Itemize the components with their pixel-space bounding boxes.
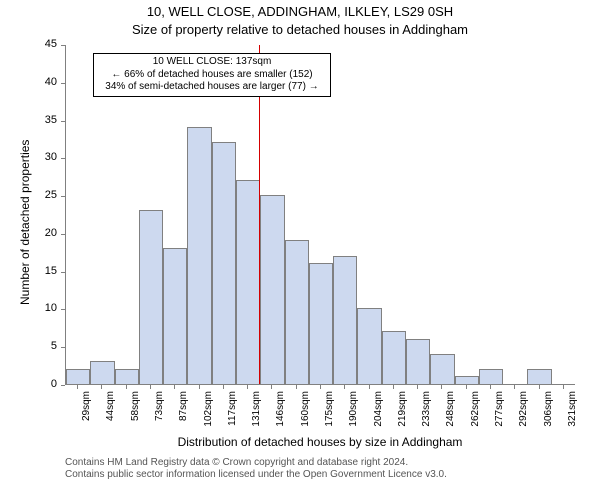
- histogram-bar: [479, 369, 503, 384]
- x-tick-label: 131sqm: [251, 391, 262, 491]
- x-tick-mark: [466, 385, 467, 389]
- y-tick-mark: [61, 309, 65, 310]
- y-tick-label: 45: [0, 38, 57, 50]
- x-tick-mark: [441, 385, 442, 389]
- histogram-bar: [236, 180, 260, 384]
- x-tick-label: 73sqm: [154, 391, 165, 491]
- x-tick-label: 175sqm: [324, 391, 335, 491]
- x-tick-label: 262sqm: [470, 391, 481, 491]
- x-tick-mark: [539, 385, 540, 389]
- x-tick-mark: [296, 385, 297, 389]
- x-tick-mark: [174, 385, 175, 389]
- x-tick-mark: [150, 385, 151, 389]
- x-tick-mark: [369, 385, 370, 389]
- x-tick-mark: [514, 385, 515, 389]
- y-tick-label: 0: [0, 378, 57, 390]
- histogram-bar: [527, 369, 551, 384]
- x-tick-mark: [344, 385, 345, 389]
- histogram-bar: [309, 263, 333, 384]
- x-tick-mark: [563, 385, 564, 389]
- chart-subtitle: Size of property relative to detached ho…: [0, 22, 600, 37]
- x-tick-mark: [223, 385, 224, 389]
- figure: 10, WELL CLOSE, ADDINGHAM, ILKLEY, LS29 …: [0, 0, 600, 500]
- x-tick-label: 248sqm: [445, 391, 456, 491]
- x-tick-label: 233sqm: [421, 391, 432, 491]
- histogram-bar: [260, 195, 284, 384]
- x-tick-mark: [320, 385, 321, 389]
- x-tick-mark: [271, 385, 272, 389]
- y-tick-mark: [61, 347, 65, 348]
- y-tick-mark: [61, 121, 65, 122]
- histogram-bar: [382, 331, 406, 384]
- x-tick-label: 58sqm: [130, 391, 141, 491]
- histogram-bar: [163, 248, 187, 384]
- x-tick-mark: [77, 385, 78, 389]
- histogram-bar: [115, 369, 139, 384]
- x-tick-mark: [199, 385, 200, 389]
- y-tick-label: 25: [0, 189, 57, 201]
- histogram-bar: [139, 210, 163, 384]
- histogram-bar: [285, 240, 309, 384]
- x-tick-label: 102sqm: [203, 391, 214, 491]
- x-tick-mark: [393, 385, 394, 389]
- x-tick-label: 146sqm: [275, 391, 286, 491]
- x-tick-label: 29sqm: [81, 391, 92, 491]
- y-tick-label: 5: [0, 340, 57, 352]
- y-tick-mark: [61, 45, 65, 46]
- y-tick-mark: [61, 83, 65, 84]
- y-tick-label: 10: [0, 302, 57, 314]
- y-tick-label: 40: [0, 76, 57, 88]
- y-axis-label: Number of detached properties: [18, 140, 32, 305]
- histogram-bar: [430, 354, 454, 384]
- y-tick-label: 30: [0, 151, 57, 163]
- x-tick-mark: [101, 385, 102, 389]
- annotation-line-2: ← 66% of detached houses are smaller (15…: [98, 69, 326, 82]
- x-tick-label: 292sqm: [518, 391, 529, 491]
- x-tick-label: 306sqm: [543, 391, 554, 491]
- x-tick-label: 160sqm: [300, 391, 311, 491]
- x-tick-mark: [417, 385, 418, 389]
- histogram-bar: [187, 127, 211, 384]
- x-tick-mark: [247, 385, 248, 389]
- y-tick-mark: [61, 272, 65, 273]
- x-tick-label: 204sqm: [373, 391, 384, 491]
- y-tick-mark: [61, 385, 65, 386]
- x-tick-label: 321sqm: [567, 391, 578, 491]
- x-tick-label: 219sqm: [397, 391, 408, 491]
- annotation-line-1: 10 WELL CLOSE: 137sqm: [98, 56, 326, 69]
- annotation-line-3: 34% of semi-detached houses are larger (…: [98, 81, 326, 94]
- histogram-bar: [90, 361, 114, 384]
- histogram-bar: [333, 256, 357, 384]
- y-tick-label: 20: [0, 227, 57, 239]
- x-tick-label: 277sqm: [494, 391, 505, 491]
- histogram-bar: [455, 376, 479, 384]
- x-tick-label: 87sqm: [178, 391, 189, 491]
- annotation-box: 10 WELL CLOSE: 137sqm← 66% of detached h…: [93, 53, 331, 97]
- y-tick-mark: [61, 158, 65, 159]
- histogram-bar: [66, 369, 90, 384]
- y-tick-mark: [61, 234, 65, 235]
- y-tick-label: 35: [0, 114, 57, 126]
- x-tick-label: 190sqm: [348, 391, 359, 491]
- y-tick-mark: [61, 196, 65, 197]
- histogram-bar: [406, 339, 430, 384]
- x-tick-label: 44sqm: [105, 391, 116, 491]
- histogram-bar: [357, 308, 381, 384]
- x-tick-mark: [126, 385, 127, 389]
- page-title: 10, WELL CLOSE, ADDINGHAM, ILKLEY, LS29 …: [0, 4, 600, 19]
- x-tick-label: 117sqm: [227, 391, 238, 491]
- x-tick-mark: [490, 385, 491, 389]
- histogram-bar: [212, 142, 236, 384]
- y-tick-label: 15: [0, 265, 57, 277]
